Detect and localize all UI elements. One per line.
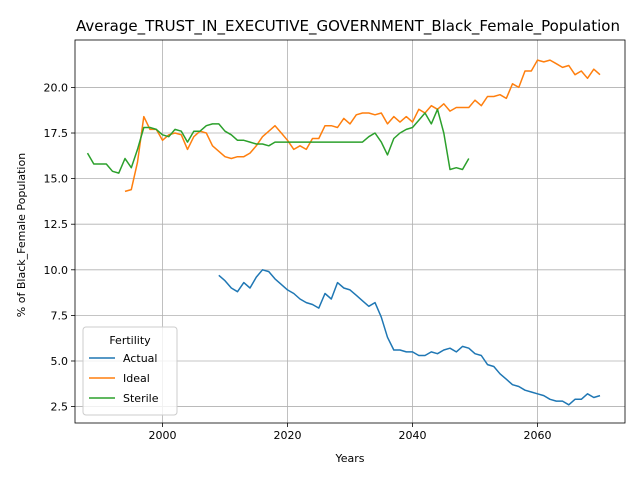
y-tick-label: 10.0 <box>44 264 69 277</box>
y-axis-label: % of Black_Female Population <box>15 153 28 317</box>
legend-label-actual: Actual <box>123 352 157 365</box>
chart-title: Average_TRUST_IN_EXECUTIVE_GOVERNMENT_Bl… <box>76 17 620 36</box>
y-tick-label: 7.5 <box>51 309 69 322</box>
x-tick-label: 2040 <box>399 429 427 442</box>
y-tick-label: 15.0 <box>44 173 69 186</box>
plot-frame <box>74 39 626 424</box>
series-lines <box>86 59 601 406</box>
y-tick-label: 12.5 <box>44 218 69 231</box>
legend-title: Fertility <box>109 334 151 347</box>
y-tick-label: 20.0 <box>44 81 69 94</box>
x-tick-label: 2020 <box>274 429 302 442</box>
legend-items: Actual Ideal Sterile <box>89 352 159 405</box>
y-axis-ticks: 2.5 5.0 7.5 10.0 12.5 15.0 17.5 20.0 <box>44 81 75 414</box>
series-line-ideal <box>124 59 601 193</box>
legend: Fertility Actual Ideal Sterile <box>82 326 178 416</box>
series-line-sterile <box>86 108 470 174</box>
legend-label-sterile: Sterile <box>123 392 159 405</box>
y-tick-label: 5.0 <box>51 355 69 368</box>
series-line-actual <box>218 269 601 406</box>
legend-label-ideal: Ideal <box>123 372 150 385</box>
x-tick-label: 2000 <box>149 429 177 442</box>
x-axis-label: Years <box>334 452 364 465</box>
x-axis-ticks: 2000 2020 2040 2060 <box>149 423 552 442</box>
legend-box <box>82 326 178 416</box>
x-tick-label: 2060 <box>524 429 552 442</box>
y-tick-label: 17.5 <box>44 127 69 140</box>
y-tick-label: 2.5 <box>51 401 69 414</box>
